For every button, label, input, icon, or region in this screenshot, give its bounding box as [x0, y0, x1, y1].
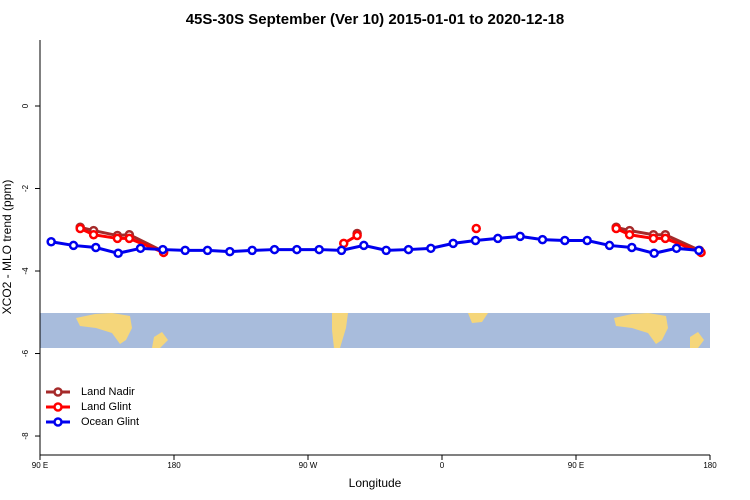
data-point [493, 233, 503, 244]
data-point [352, 230, 362, 241]
data-point [649, 248, 659, 259]
data-point [314, 244, 324, 255]
data-point [359, 240, 369, 251]
data-point [135, 243, 146, 254]
data-point [225, 246, 235, 257]
chart-title: 45S-30S September (Ver 10) 2015-01-01 to… [186, 11, 565, 28]
data-point [671, 243, 682, 254]
data-point [660, 233, 671, 244]
data-point [537, 234, 548, 245]
data-point [88, 229, 99, 240]
data-point [694, 245, 704, 256]
land [152, 332, 168, 348]
y-tick-label: -2 [21, 184, 30, 192]
legend-label: Land Nadir [81, 386, 135, 398]
land [690, 332, 704, 348]
y-tick-label: 0 [21, 103, 30, 108]
land [76, 313, 132, 344]
data-point [158, 244, 168, 255]
ocean-background [40, 313, 710, 348]
data-point [336, 245, 347, 256]
legend: Land Nadir Land Glint Ocean Glint [46, 386, 139, 428]
data-point [648, 233, 659, 244]
data-point [560, 235, 570, 246]
data-point [46, 236, 56, 247]
data-point [403, 244, 414, 255]
data-point [113, 248, 123, 259]
x-tick-label: 90 W [299, 461, 318, 470]
x-tick-label: 90 E [568, 461, 584, 470]
x-axis-label: Longitude [349, 476, 402, 490]
map-strip [40, 313, 710, 348]
data-point [269, 244, 280, 255]
y-tick-label: -4 [21, 267, 30, 275]
x-tick-label: 180 [703, 461, 717, 470]
data-point [75, 223, 85, 234]
data-point [611, 223, 621, 234]
data-point [624, 229, 635, 240]
data-point [180, 245, 190, 256]
data-point [381, 245, 391, 256]
data-point [202, 245, 213, 256]
land [332, 313, 348, 348]
data-point [91, 242, 101, 253]
legend-marker [53, 387, 63, 397]
data-point [247, 245, 257, 256]
data-point [604, 240, 615, 251]
data-point [68, 240, 79, 251]
x-tick-label: 180 [167, 461, 181, 470]
y-tick-label: -6 [21, 349, 30, 357]
data-point [515, 231, 525, 242]
x-tick-label: 0 [440, 461, 445, 470]
data-point [471, 223, 481, 234]
data-point [112, 233, 123, 244]
data-point [124, 233, 135, 244]
y-axis-label: XCO2 - MLO trend (ppm) [0, 180, 14, 315]
legend-label: Ocean Glint [81, 416, 139, 428]
data-point [470, 235, 481, 246]
x-tick-label: 90 E [32, 461, 48, 470]
legend-marker [53, 402, 63, 412]
y-tick-label: -8 [21, 432, 30, 440]
data-point [448, 238, 458, 249]
land [468, 313, 488, 323]
data-point [426, 243, 436, 254]
data-point [292, 244, 302, 255]
land [614, 313, 668, 344]
legend-marker [53, 417, 63, 427]
data-point [582, 235, 592, 246]
data-point [627, 242, 637, 253]
legend-label: Land Glint [81, 401, 131, 413]
